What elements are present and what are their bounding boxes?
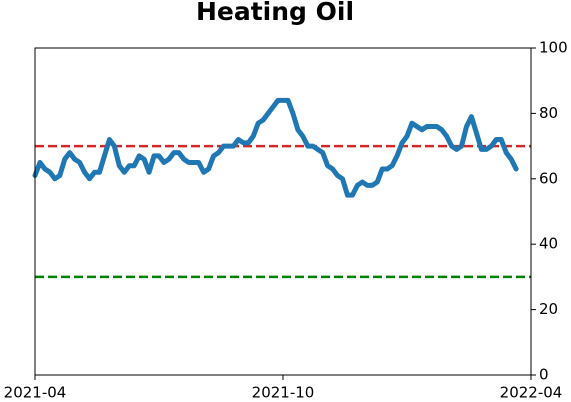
- y-tick-label: 20: [539, 300, 558, 318]
- plot-frame: [34, 47, 532, 376]
- y-tick-label: 40: [539, 235, 558, 253]
- chart-title: Heating Oil: [196, 0, 354, 26]
- y-tick-label: 80: [539, 104, 558, 122]
- y-tick-label: 100: [539, 39, 568, 57]
- y-tick-label: 0: [539, 366, 549, 384]
- x-tick-label: 2021-10: [252, 384, 315, 402]
- data-line: [32, 97, 519, 198]
- x-tick-label: 2022-04: [500, 384, 563, 402]
- x-tick-label: 2021-04: [4, 384, 67, 402]
- y-tick-label: 60: [539, 169, 558, 187]
